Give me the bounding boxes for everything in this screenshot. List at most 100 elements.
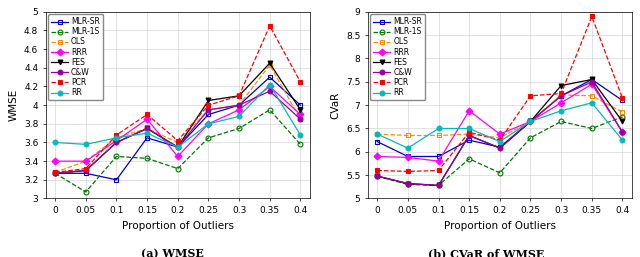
PCR: [435, 169, 442, 172]
RR: [557, 109, 565, 112]
RR: [113, 136, 120, 139]
Line: C&W: C&W: [375, 79, 625, 188]
OLS: [82, 160, 90, 163]
OLS: [527, 120, 534, 123]
MLR-SR: [266, 76, 273, 79]
Line: RRR: RRR: [52, 84, 303, 164]
FES: [496, 146, 504, 150]
RRR: [557, 101, 565, 104]
Text: (b) CVaR of WMSE: (b) CVaR of WMSE: [428, 248, 545, 257]
RR: [205, 122, 212, 125]
MLR-SR: [51, 172, 59, 175]
RR: [51, 141, 59, 144]
PCR: [373, 169, 381, 172]
FES: [266, 62, 273, 65]
FES: [51, 172, 59, 175]
Line: MLR-SR: MLR-SR: [52, 75, 303, 182]
RR: [174, 146, 182, 149]
FES: [557, 84, 565, 87]
Line: OLS: OLS: [52, 63, 303, 175]
Text: (a) WMSE: (a) WMSE: [141, 248, 204, 257]
RRR: [465, 109, 473, 112]
Line: PCR: PCR: [52, 23, 303, 175]
MLR-SR: [373, 140, 381, 143]
FES: [435, 184, 442, 187]
MLR-1S: [266, 108, 273, 111]
MLR-1S: [51, 172, 59, 175]
PCR: [619, 97, 627, 100]
MLR-1S: [236, 127, 243, 130]
OLS: [557, 93, 565, 96]
RRR: [82, 160, 90, 163]
RRR: [435, 160, 442, 163]
RR: [404, 146, 412, 150]
Line: MLR-1S: MLR-1S: [375, 114, 625, 188]
Line: MLR-SR: MLR-SR: [375, 77, 625, 159]
MLR-SR: [205, 113, 212, 116]
FES: [82, 169, 90, 172]
OLS: [465, 133, 473, 136]
MLR-SR: [174, 146, 182, 149]
FES: [143, 127, 151, 130]
RR: [82, 143, 90, 146]
C&W: [174, 146, 182, 149]
OLS: [266, 63, 273, 67]
C&W: [588, 80, 596, 83]
RRR: [143, 118, 151, 121]
RRR: [174, 155, 182, 158]
X-axis label: Proportion of Outliers: Proportion of Outliers: [444, 221, 556, 231]
C&W: [465, 134, 473, 137]
RRR: [496, 133, 504, 136]
FES: [465, 134, 473, 137]
MLR-1S: [143, 157, 151, 160]
MLR-SR: [236, 104, 243, 107]
C&W: [82, 169, 90, 172]
MLR-SR: [404, 155, 412, 158]
PCR: [205, 104, 212, 107]
MLR-1S: [527, 136, 534, 139]
MLR-1S: [82, 190, 90, 194]
PCR: [296, 80, 304, 83]
RR: [527, 120, 534, 123]
RRR: [296, 113, 304, 116]
PCR: [527, 94, 534, 97]
FES: [236, 94, 243, 97]
OLS: [435, 134, 442, 137]
X-axis label: Proportion of Outliers: Proportion of Outliers: [122, 221, 234, 231]
Line: FES: FES: [375, 77, 625, 188]
MLR-1S: [465, 157, 473, 160]
Line: OLS: OLS: [375, 93, 625, 140]
PCR: [82, 167, 90, 170]
RR: [465, 127, 473, 130]
C&W: [266, 90, 273, 93]
Line: MLR-1S: MLR-1S: [52, 107, 303, 194]
RR: [435, 127, 442, 130]
Line: C&W: C&W: [52, 89, 303, 176]
PCR: [404, 170, 412, 173]
C&W: [404, 182, 412, 185]
MLR-1S: [496, 171, 504, 174]
Line: RRR: RRR: [375, 82, 625, 164]
C&W: [236, 104, 243, 107]
PCR: [51, 171, 59, 174]
OLS: [143, 127, 151, 130]
OLS: [296, 118, 304, 121]
C&W: [143, 127, 151, 130]
Line: PCR: PCR: [375, 14, 625, 174]
C&W: [373, 175, 381, 178]
MLR-1S: [174, 167, 182, 170]
Legend: MLR-SR, MLR-1S, OLS, RRR, FES, C&W, PCR, RR: MLR-SR, MLR-1S, OLS, RRR, FES, C&W, PCR,…: [48, 14, 103, 100]
RR: [496, 140, 504, 143]
PCR: [588, 15, 596, 18]
Y-axis label: WMSE: WMSE: [8, 89, 19, 121]
MLR-1S: [557, 120, 565, 123]
RRR: [619, 131, 627, 134]
RR: [236, 115, 243, 118]
FES: [373, 175, 381, 178]
PCR: [174, 139, 182, 142]
RR: [373, 133, 381, 136]
C&W: [51, 172, 59, 175]
MLR-1S: [435, 184, 442, 187]
MLR-SR: [527, 120, 534, 123]
FES: [113, 141, 120, 144]
